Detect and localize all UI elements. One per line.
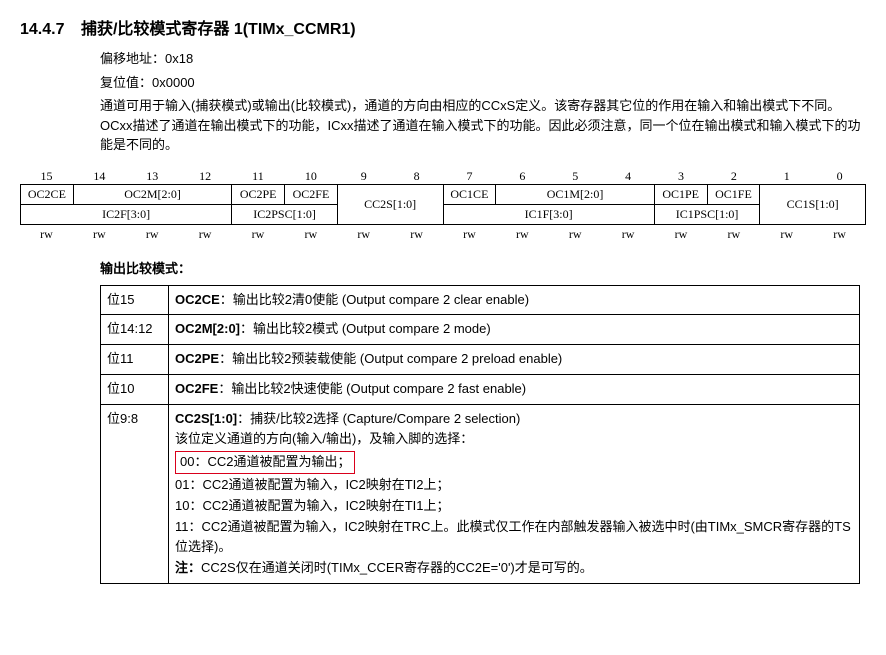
bit-description: OC2CE：输出比较2清0使能 (Output compare 2 clear … (169, 285, 860, 315)
bit-description: OC2PE：输出比较2预装载使能 (Output compare 2 prelo… (169, 345, 860, 375)
field-oc1m: OC1M[2:0] (496, 184, 654, 204)
bit-num: 9 (337, 169, 390, 184)
rw: rw (179, 227, 232, 242)
bit-range: 位9:8 (101, 404, 169, 583)
output-mode-heading: 输出比较模式： (100, 258, 866, 277)
bit-num: 3 (655, 169, 708, 184)
rw: rw (232, 227, 285, 242)
rw: rw (655, 227, 708, 242)
rw: rw (707, 227, 760, 242)
bit-description: CC2S[1:0]：捕获/比较2选择 (Capture/Compare 2 se… (169, 404, 860, 583)
register-field-table: OC2CE OC2M[2:0] OC2PE OC2FE CC2S[1:0] OC… (20, 184, 866, 225)
bit-range: 位10 (101, 374, 169, 404)
rw: rw (760, 227, 813, 242)
field-oc1ce: OC1CE (443, 184, 496, 204)
table-row: 位11 OC2PE：输出比较2预装载使能 (Output compare 2 p… (101, 345, 860, 375)
field-oc2fe: OC2FE (285, 184, 338, 204)
reset-value: 0x0000 (152, 75, 195, 90)
note-text: CC2S仅在通道关闭时(TIMx_CCER寄存器的CC2E='0')才是可写的。 (201, 560, 593, 575)
field-text: ：输出比较2清0使能 (Output compare 2 clear enabl… (220, 292, 529, 307)
field-oc2ce: OC2CE (21, 184, 74, 204)
bit-num: 10 (284, 169, 337, 184)
field-text: 11：CC2通道被配置为输入，IC2映射在TRC上。此模式仅工作在内部触发器输入… (175, 519, 851, 555)
rw: rw (602, 227, 655, 242)
offset-label: 偏移地址： (100, 51, 165, 66)
output-mode-row: OC2CE OC2M[2:0] OC2PE OC2FE CC2S[1:0] OC… (21, 184, 866, 204)
bit-range: 位14:12 (101, 315, 169, 345)
bit-description: OC2FE：输出比较2快速使能 (Output compare 2 fast e… (169, 374, 860, 404)
table-row: 位9:8 CC2S[1:0]：捕获/比较2选择 (Capture/Compare… (101, 404, 860, 583)
bit-num: 1 (760, 169, 813, 184)
field-oc1pe: OC1PE (654, 184, 707, 204)
bit-num: 4 (602, 169, 655, 184)
field-text: ：输出比较2快速使能 (Output compare 2 fast enable… (218, 381, 526, 396)
bit-description: OC2M[2:0]：输出比较2模式 (Output compare 2 mode… (169, 315, 860, 345)
field-text: ：输出比较2预装载使能 (Output compare 2 preload en… (219, 351, 562, 366)
field-oc2pe: OC2PE (232, 184, 285, 204)
field-cc1s: CC1S[1:0] (760, 184, 866, 224)
reset-line: 复位值：0x0000 (100, 73, 866, 93)
field-label: OC2CE (175, 292, 220, 307)
bit-number-row: 15 14 13 12 11 10 9 8 7 6 5 4 3 2 1 0 (20, 169, 866, 184)
bit-num: 5 (549, 169, 602, 184)
offset-value: 0x18 (165, 51, 193, 66)
table-row: 位15 OC2CE：输出比较2清0使能 (Output compare 2 cl… (101, 285, 860, 315)
table-row: 位14:12 OC2M[2:0]：输出比较2模式 (Output compare… (101, 315, 860, 345)
field-oc1fe: OC1FE (707, 184, 760, 204)
bit-num: 12 (179, 169, 232, 184)
intro-paragraph: 通道可用于输入(捕获模式)或输出(比较模式)，通道的方向由相应的CCxS定义。该… (100, 96, 866, 155)
rw: rw (126, 227, 179, 242)
description-table: 位15 OC2CE：输出比较2清0使能 (Output compare 2 cl… (100, 285, 860, 585)
field-text: 10：CC2通道被配置为输入，IC2映射在TI1上； (175, 498, 449, 513)
highlighted-option: 00：CC2通道被配置为输出； (175, 451, 355, 474)
bit-num: 11 (232, 169, 285, 184)
note-label: 注： (175, 560, 201, 575)
rw: rw (549, 227, 602, 242)
section-heading: 捕获/比较模式寄存器 1(TIMx_CCMR1) (81, 21, 356, 38)
field-text: 该位定义通道的方向(输入/输出)，及输入脚的选择： (175, 431, 473, 446)
field-ic1psc: IC1PSC[1:0] (654, 204, 760, 224)
rw-row: rw rw rw rw rw rw rw rw rw rw rw rw rw r… (20, 227, 866, 242)
section-title: 14.4.7 捕获/比较模式寄存器 1(TIMx_CCMR1) (20, 15, 866, 39)
register-bit-layout: 15 14 13 12 11 10 9 8 7 6 5 4 3 2 1 0 OC… (20, 169, 866, 242)
field-ic1f: IC1F[3:0] (443, 204, 654, 224)
input-mode-row: IC2F[3:0] IC2PSC[1:0] IC1F[3:0] IC1PSC[1… (21, 204, 866, 224)
bit-num: 8 (390, 169, 443, 184)
section-number: 14.4.7 (20, 21, 64, 38)
field-oc2m: OC2M[2:0] (73, 184, 231, 204)
bit-num: 6 (496, 169, 549, 184)
field-label: OC2FE (175, 381, 218, 396)
rw: rw (496, 227, 549, 242)
bit-num: 0 (813, 169, 866, 184)
field-label: OC2PE (175, 351, 219, 366)
rw: rw (443, 227, 496, 242)
bit-num: 2 (707, 169, 760, 184)
rw: rw (390, 227, 443, 242)
rw: rw (73, 227, 126, 242)
table-row: 位10 OC2FE：输出比较2快速使能 (Output compare 2 fa… (101, 374, 860, 404)
rw: rw (20, 227, 73, 242)
field-text: ：输出比较2模式 (Output compare 2 mode) (240, 321, 491, 336)
bit-num: 14 (73, 169, 126, 184)
field-text: ：捕获/比较2选择 (Capture/Compare 2 selection) (237, 411, 520, 426)
field-label: OC2M[2:0] (175, 321, 240, 336)
offset-line: 偏移地址：0x18 (100, 49, 866, 69)
bit-num: 15 (20, 169, 73, 184)
rw: rw (337, 227, 390, 242)
bit-num: 13 (126, 169, 179, 184)
field-ic2psc: IC2PSC[1:0] (232, 204, 338, 224)
field-ic2f: IC2F[3:0] (21, 204, 232, 224)
rw: rw (813, 227, 866, 242)
bit-num: 7 (443, 169, 496, 184)
bit-range: 位15 (101, 285, 169, 315)
rw: rw (284, 227, 337, 242)
field-text: 01：CC2通道被配置为输入，IC2映射在TI2上； (175, 477, 449, 492)
reset-label: 复位值： (100, 75, 152, 90)
bit-range: 位11 (101, 345, 169, 375)
field-label: CC2S[1:0] (175, 411, 237, 426)
field-cc2s: CC2S[1:0] (337, 184, 443, 224)
